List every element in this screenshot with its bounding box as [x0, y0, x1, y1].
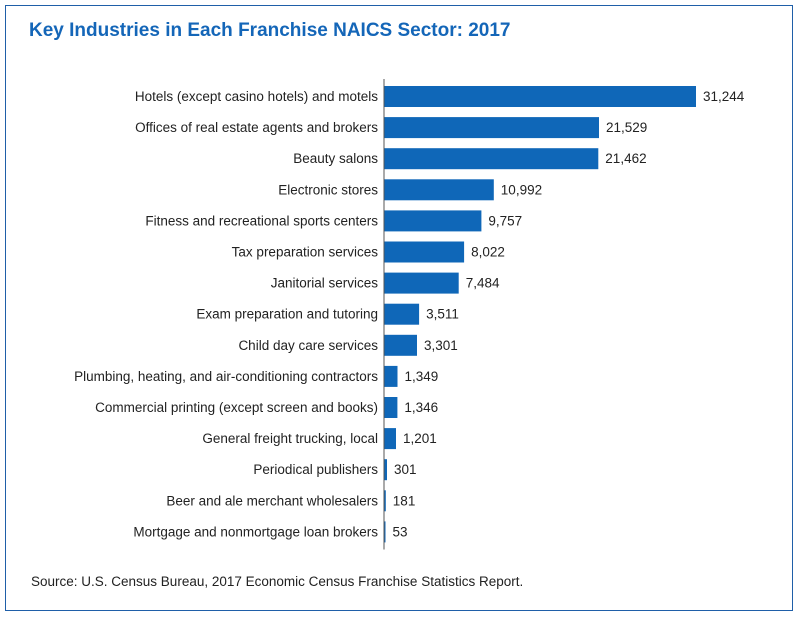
value-label: 1,346	[404, 400, 438, 415]
chart-frame	[5, 5, 793, 611]
category-label: Hotels (except casino hotels) and motels	[135, 89, 378, 104]
category-label: Exam preparation and tutoring	[196, 307, 378, 322]
category-labels-group: Hotels (except casino hotels) and motels…	[74, 89, 378, 539]
bar	[384, 241, 465, 263]
bar	[384, 490, 386, 512]
value-label: 53	[393, 524, 408, 539]
bar	[384, 117, 599, 139]
bar	[384, 459, 387, 481]
bar	[384, 179, 494, 201]
bar	[384, 521, 386, 543]
bar	[384, 148, 599, 170]
bar	[384, 86, 696, 107]
chart-title: Key Industries in Each Franchise NAICS S…	[29, 20, 511, 41]
value-label: 7,484	[466, 276, 500, 291]
bar	[384, 428, 396, 450]
value-label: 3,301	[424, 338, 458, 353]
category-label: Plumbing, heating, and air-conditioning …	[74, 369, 378, 384]
category-label: Electronic stores	[278, 182, 378, 197]
category-label: Child day care services	[238, 338, 378, 353]
value-label: 301	[394, 462, 417, 477]
value-label: 1,201	[403, 431, 437, 446]
bar	[384, 272, 459, 294]
category-label: Janitorial services	[271, 276, 379, 291]
value-label: 3,511	[426, 307, 459, 322]
bars-group	[384, 86, 696, 543]
category-label: Periodical publishers	[253, 462, 378, 477]
value-label: 21,529	[606, 120, 647, 135]
value-label: 31,244	[703, 89, 745, 104]
category-label: Beer and ale merchant wholesalers	[166, 493, 378, 508]
bar	[384, 365, 398, 387]
value-label: 10,992	[501, 182, 542, 197]
category-label: Fitness and recreational sports centers	[145, 213, 378, 228]
value-label: 1,349	[405, 369, 439, 384]
value-label: 21,462	[605, 151, 646, 166]
bar	[384, 397, 398, 418]
category-label: Mortgage and nonmortgage loan brokers	[133, 524, 378, 539]
value-label: 8,022	[471, 245, 505, 260]
value-label: 181	[393, 493, 416, 508]
bar	[384, 210, 482, 232]
bar	[384, 334, 417, 356]
value-labels-group: 31,244 21,529 21,462 10,992 9,757 8,022 7,484 3…	[393, 89, 745, 539]
category-label: General freight trucking, local	[202, 431, 378, 446]
source-note: Source: U.S. Census Bureau, 2017 Economi…	[31, 574, 524, 589]
category-label: Beauty salons	[293, 151, 378, 166]
value-label: 9,757	[488, 213, 522, 228]
category-label: Offices of real estate agents and broker…	[135, 120, 378, 135]
bar	[384, 303, 420, 325]
category-label: Tax preparation services	[232, 245, 379, 260]
category-label: Commercial printing (except screen and b…	[95, 400, 378, 415]
